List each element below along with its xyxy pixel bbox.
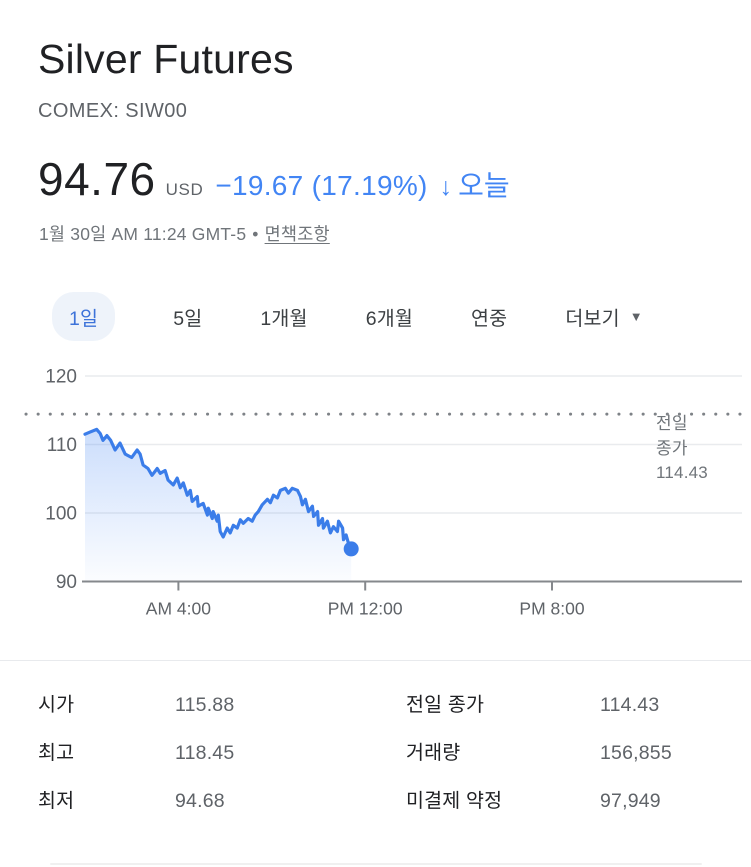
tab-more-label: 더보기 — [565, 308, 620, 330]
stat-value: 118.45 — [175, 742, 235, 764]
chevron-down-icon: ▼ — [629, 309, 643, 324]
quote-meta-row: 1월 30일 AM 11:24 GMT-5 • 면책조항 — [39, 221, 330, 246]
tab-ytd[interactable]: 연중 — [471, 292, 507, 341]
stat-value: 156,855 — [600, 742, 672, 764]
price-chart[interactable]: 90 100 110 120 AM 4:00 PM 12:00 PM 8:00 전일 종가 … — [0, 358, 751, 620]
stat-open-interest: 미결제 약정 97,949 — [406, 784, 713, 816]
stat-prev-close: 전일 종가 114.43 — [406, 688, 713, 720]
currency-label: USD — [165, 180, 204, 199]
stat-volume: 거래량 156,855 — [406, 736, 713, 768]
stat-value: 97,949 — [600, 790, 661, 812]
next-card-edge — [50, 863, 702, 865]
stat-label: 미결제 약정 — [406, 790, 503, 812]
exchange-symbol: COMEX: SIW00 — [38, 100, 188, 122]
stat-label: 최고 — [38, 742, 75, 764]
stat-label: 시가 — [38, 694, 75, 716]
period-label: 오늘 — [458, 170, 510, 201]
tab-more[interactable]: 더보기 ▼ — [565, 292, 643, 341]
svg-text:100: 100 — [45, 504, 77, 525]
stat-value: 114.43 — [600, 694, 660, 716]
current-price: 94.76 — [38, 153, 156, 205]
disclaimer-link[interactable]: 면책조항 — [264, 224, 330, 244]
tab-5d[interactable]: 5일 — [173, 292, 202, 341]
svg-text:110: 110 — [47, 435, 77, 456]
prev-close-value: 114.43 — [656, 463, 708, 482]
stat-low: 최저 94.68 — [38, 784, 406, 816]
prev-close-label-line1: 전일 — [656, 414, 688, 433]
price-chart-svg[interactable]: 90 100 110 120 AM 4:00 PM 12:00 PM 8:00 — [0, 358, 751, 620]
section-divider — [0, 660, 751, 661]
svg-text:120: 120 — [45, 367, 77, 388]
prev-close-annotation: 전일 종가 114.43 — [656, 412, 708, 486]
tab-1d[interactable]: 1일 — [52, 292, 116, 341]
stat-label: 전일 종가 — [406, 694, 485, 716]
stats-section: 시가 115.88 전일 종가 114.43 최고 118.45 거래량 156… — [38, 688, 713, 816]
down-arrow-icon: ↓ — [439, 173, 453, 201]
svg-text:90: 90 — [56, 572, 77, 593]
tab-6m[interactable]: 6개월 — [366, 292, 413, 341]
svg-text:PM 12:00: PM 12:00 — [328, 599, 403, 619]
stat-label: 거래량 — [406, 742, 461, 764]
time-range-tabs: 1일 5일 1개월 6개월 연중 더보기 ▼ — [52, 292, 643, 341]
stat-open: 시가 115.88 — [38, 688, 406, 720]
svg-text:PM 8:00: PM 8:00 — [519, 599, 584, 619]
price-row: 94.76 USD −19.67 (17.19%) ↓ 오늘 — [38, 152, 510, 206]
price-change: −19.67 (17.19%) — [215, 170, 428, 201]
prev-close-label-line2: 종가 — [656, 438, 688, 458]
page-title: Silver Futures — [38, 36, 294, 82]
timestamp: 1월 30일 AM 11:24 GMT-5 — [39, 224, 247, 244]
stat-value: 115.88 — [175, 694, 235, 716]
stat-value: 94.68 — [175, 790, 225, 812]
stat-high: 최고 118.45 — [38, 736, 406, 768]
svg-text:AM 4:00: AM 4:00 — [146, 599, 211, 619]
price-movement: ↓ 오늘 — [440, 164, 510, 204]
stat-label: 최저 — [38, 790, 75, 812]
bullet-separator: • — [252, 224, 259, 244]
tab-1m[interactable]: 1개월 — [260, 292, 307, 341]
